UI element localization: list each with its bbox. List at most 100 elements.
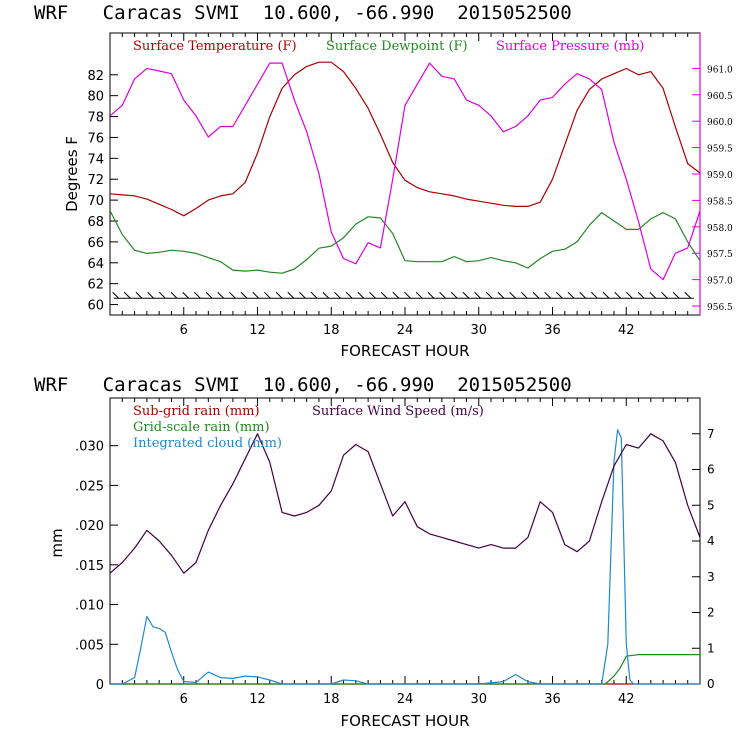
- wind-barb: [684, 291, 692, 299]
- wind-barb: [147, 291, 154, 299]
- ticks-group: 6 12 18 24 30 36 420.005.010.015.020.025.03001…: [75, 398, 715, 707]
- y-tick-label: .005: [75, 638, 104, 653]
- wind-barb: [579, 291, 587, 299]
- wind-barb: [591, 291, 598, 299]
- y-tick-label: .010: [75, 599, 104, 614]
- wind-barb: [450, 291, 458, 299]
- legend-integrated-cloud: Integrated cloud (mm): [133, 436, 282, 451]
- wind-barb: [334, 291, 341, 299]
- x-axis-label: FORECAST HOUR: [340, 342, 469, 360]
- wind-barb: [672, 291, 680, 299]
- wind-barb: [532, 291, 540, 299]
- panel-title: WRF Caracas SVMI 10.600, -66.990 2015052…: [34, 374, 572, 396]
- wind-barb: [485, 291, 493, 299]
- wind-barb: [649, 291, 657, 299]
- temperature-panel: WRF Caracas SVMI 10.600, -66.990 2015052…: [34, 2, 733, 360]
- y2-tick-label: 7: [707, 427, 715, 441]
- x-tick-label: 12: [249, 692, 266, 707]
- wind-barb: [112, 291, 119, 299]
- wind-barb: [240, 291, 248, 299]
- wind-barb: [462, 291, 470, 299]
- y-tick-label: 74: [87, 152, 104, 167]
- x-tick-label: 6: [180, 323, 188, 338]
- legend-grid-scale-rain: Grid-scale rain (mm): [133, 420, 270, 435]
- y-tick-label: .015: [75, 559, 104, 574]
- x-tick-label: 30: [470, 692, 487, 707]
- wind-barbs: [112, 291, 694, 299]
- wind-barb: [602, 291, 610, 299]
- y2-tick-label: 957.5: [707, 250, 733, 260]
- y2-tick-label: 3: [707, 570, 715, 584]
- wind-barb: [380, 291, 388, 299]
- wind-barb: [567, 291, 575, 299]
- wind-barb: [544, 291, 552, 299]
- wind-barb: [345, 291, 353, 299]
- y2-tick-label: 958.0: [707, 224, 733, 234]
- wind-barb: [264, 291, 271, 299]
- y-tick-label: .030: [75, 440, 104, 455]
- series-lines: [109, 61, 701, 281]
- wind-barb: [193, 291, 201, 299]
- y-axis-label: mm: [48, 528, 66, 557]
- x-tick-label: 42: [618, 692, 635, 707]
- y-tick-label: 62: [87, 278, 104, 293]
- y-tick-label: 82: [87, 69, 104, 84]
- x-tick-label: 30: [470, 323, 487, 338]
- y-tick-label: 60: [87, 299, 104, 314]
- wind-barb: [299, 291, 306, 299]
- wind-barb: [310, 291, 318, 299]
- legend-surface-pressure: Surface Pressure (mb): [496, 39, 644, 54]
- series-line-grid-scale-rain-mm: [110, 653, 700, 685]
- y-tick-label: 68: [87, 215, 104, 230]
- series-line-integrated-cloud-mm: [110, 429, 700, 685]
- x-tick-label: 18: [323, 692, 340, 707]
- y2-tick-label: 960.0: [707, 118, 733, 128]
- wind-barb: [555, 291, 563, 299]
- legend-sub-grid-rain: Sub-grid rain (mm): [133, 404, 260, 419]
- wind-barb: [614, 291, 622, 299]
- wind-barb: [322, 291, 330, 299]
- panel-title: WRF Caracas SVMI 10.600, -66.990 2015052…: [34, 2, 572, 24]
- x-axis-label: FORECAST HOUR: [340, 712, 469, 730]
- y2-tick-label: 1: [707, 641, 715, 655]
- wind-barb: [427, 291, 435, 299]
- x-tick-label: 36: [544, 323, 561, 338]
- y2-tick-label: 956.5: [707, 303, 733, 313]
- y-tick-label: 72: [87, 173, 104, 188]
- y-tick-label: 80: [87, 90, 104, 105]
- x-tick-label: 24: [397, 692, 414, 707]
- wind-barb: [123, 291, 131, 299]
- y-tick-label: .020: [75, 519, 104, 534]
- wind-barb: [439, 291, 446, 299]
- y2-tick-label: 4: [707, 534, 715, 548]
- x-tick-label: 24: [397, 323, 414, 338]
- y2-tick-label: 6: [707, 463, 715, 477]
- wind-barb: [170, 291, 178, 299]
- x-tick-label: 12: [249, 323, 266, 338]
- wind-barb: [637, 291, 645, 299]
- x-tick-label: 6: [180, 692, 188, 707]
- legend-surface-dewpoint: Surface Dewpoint (F): [326, 39, 468, 54]
- y2-tick-label: 961.0: [707, 65, 733, 75]
- series-lines: [109, 429, 701, 685]
- wind-barb: [497, 291, 505, 299]
- wind-barb: [158, 291, 166, 299]
- y2-tick-label: 2: [707, 606, 715, 620]
- wind-barb: [217, 291, 225, 299]
- y-axis-label: Degrees F: [63, 136, 81, 212]
- y-tick-label: 0: [96, 678, 104, 693]
- legend-surface-wind-speed: Surface Wind Speed (m/s): [312, 404, 484, 419]
- x-tick-label: 36: [544, 692, 561, 707]
- wind-barb: [357, 291, 365, 299]
- y-tick-label: .025: [75, 479, 104, 494]
- y2-tick-label: 960.5: [707, 92, 733, 102]
- wind-barb: [135, 291, 143, 299]
- y2-tick-label: 5: [707, 498, 715, 512]
- y-tick-label: 70: [87, 194, 104, 209]
- wind-barb: [415, 291, 423, 299]
- y-tick-label: 64: [87, 257, 104, 272]
- series-line-surface-temperature-f: [109, 61, 701, 217]
- wind-barb: [205, 291, 213, 299]
- y2-tick-label: 957.0: [707, 277, 733, 287]
- wind-barb: [275, 291, 283, 299]
